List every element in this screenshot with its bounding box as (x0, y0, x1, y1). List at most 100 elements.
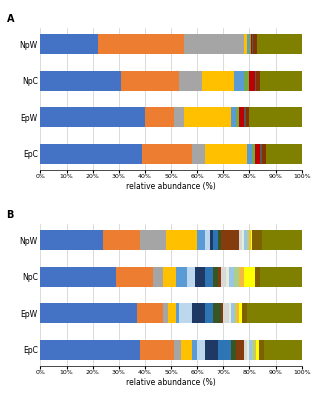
Bar (40, 144, 142, 164)
Bar (255, 71, 256, 91)
Bar (40, 230, 103, 250)
Text: B: B (7, 210, 14, 220)
Bar (103, 230, 140, 250)
Bar (221, 230, 239, 250)
Bar (145, 107, 174, 127)
Bar (262, 144, 267, 164)
Bar (249, 340, 252, 360)
Bar (249, 230, 251, 250)
Bar (253, 34, 257, 54)
Bar (260, 71, 302, 91)
Bar (251, 230, 252, 250)
Bar (244, 267, 255, 287)
Bar (210, 230, 213, 250)
Bar (192, 303, 205, 323)
Bar (182, 340, 192, 360)
Bar (176, 303, 179, 323)
Bar (192, 340, 197, 360)
Bar (242, 303, 247, 323)
Bar (195, 267, 205, 287)
Bar (40, 267, 116, 287)
Bar (213, 267, 218, 287)
Bar (40, 340, 140, 360)
Bar (262, 230, 302, 250)
Bar (179, 303, 192, 323)
Bar (244, 71, 249, 91)
Bar (252, 34, 253, 54)
Bar (121, 71, 179, 91)
Bar (163, 267, 176, 287)
Bar (176, 267, 187, 287)
Bar (244, 34, 247, 54)
Bar (234, 303, 236, 323)
Bar (223, 303, 229, 323)
Bar (251, 34, 252, 54)
Bar (116, 267, 153, 287)
Bar (229, 303, 231, 323)
Bar (137, 303, 163, 323)
Bar (239, 267, 244, 287)
Bar (244, 230, 247, 250)
Bar (184, 34, 244, 54)
Bar (40, 107, 145, 127)
Bar (192, 144, 205, 164)
Bar (163, 303, 169, 323)
Bar (197, 340, 205, 360)
Legend: Actinobacteria, Proteobacteria, Bacteroidetes, Acidiobacteria, Chloroflexi, Verr: Actinobacteria, Proteobacteria, Bacteroi… (62, 226, 281, 239)
Bar (236, 107, 239, 127)
X-axis label: relative abundance (%): relative abundance (%) (126, 182, 216, 191)
Bar (260, 267, 302, 287)
Bar (140, 230, 166, 250)
Bar (221, 303, 223, 323)
Bar (205, 144, 247, 164)
Bar (205, 340, 218, 360)
Bar (252, 144, 255, 164)
Bar (256, 71, 260, 91)
Bar (256, 340, 258, 360)
Bar (247, 230, 249, 250)
Bar (174, 107, 184, 127)
Bar (218, 267, 221, 287)
Bar (218, 340, 231, 360)
Bar (179, 71, 202, 91)
Bar (260, 144, 262, 164)
Bar (205, 230, 210, 250)
Bar (252, 340, 255, 360)
Bar (98, 34, 184, 54)
Bar (239, 230, 242, 250)
Bar (226, 267, 229, 287)
Bar (239, 303, 242, 323)
Bar (142, 144, 192, 164)
Bar (140, 340, 174, 360)
Bar (169, 303, 176, 323)
Bar (234, 71, 244, 91)
Bar (249, 71, 255, 91)
Bar (174, 340, 182, 360)
Bar (231, 303, 234, 323)
Bar (264, 340, 302, 360)
Bar (255, 340, 256, 360)
Bar (213, 230, 218, 250)
Bar (255, 144, 260, 164)
Bar (267, 144, 302, 164)
Bar (255, 267, 260, 287)
Bar (187, 267, 195, 287)
Bar (249, 34, 251, 54)
Bar (242, 230, 244, 250)
Bar (229, 267, 234, 287)
Bar (166, 230, 197, 250)
Bar (247, 303, 302, 323)
Bar (249, 107, 302, 127)
Bar (245, 107, 249, 127)
Bar (202, 71, 234, 91)
Bar (258, 340, 264, 360)
Bar (244, 107, 245, 127)
Bar (231, 107, 236, 127)
Bar (184, 107, 231, 127)
Bar (236, 340, 244, 360)
Bar (40, 303, 137, 323)
Bar (247, 144, 252, 164)
Bar (40, 71, 121, 91)
Bar (247, 34, 249, 54)
Bar (221, 267, 226, 287)
